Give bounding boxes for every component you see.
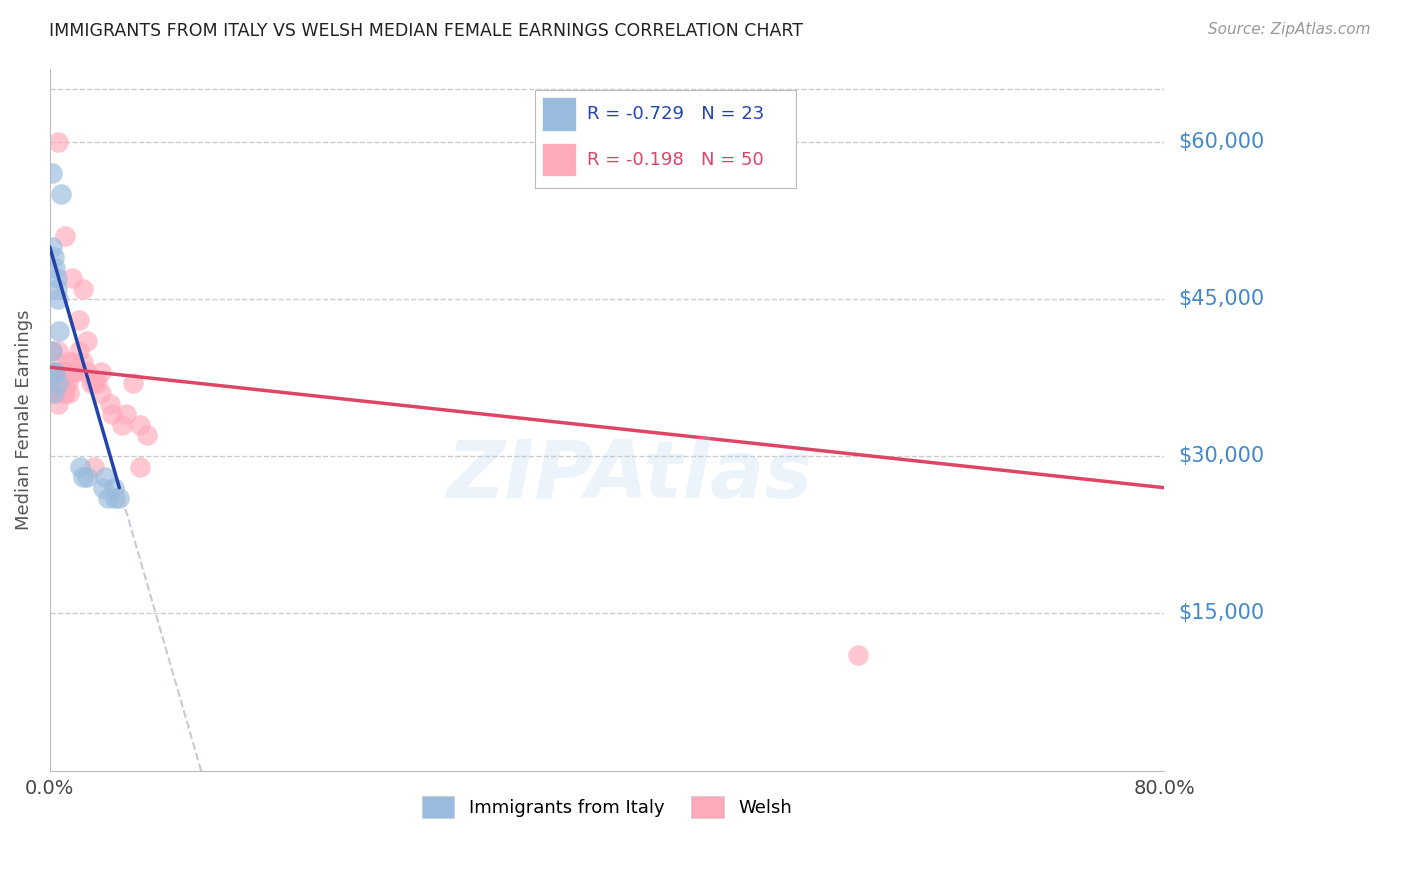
Point (48, 366, 70, 380)
Point (108, 491, 131, 506)
Point (41, 166, 63, 180)
Legend: Immigrants from Italy, Welsh: Immigrants from Italy, Welsh (415, 789, 800, 825)
Point (45, 366, 67, 380)
Point (51, 376, 73, 390)
Point (83, 376, 105, 390)
Point (49, 187, 72, 202)
Point (83, 459, 105, 474)
Text: $45,000: $45,000 (1178, 289, 1264, 310)
Point (90, 366, 112, 380)
Point (72, 282, 94, 296)
Point (129, 459, 152, 474)
Point (60, 355, 83, 369)
Point (51, 366, 73, 380)
Point (58, 386, 80, 401)
Point (41, 344, 63, 359)
Point (46, 376, 69, 390)
Point (846, 648, 869, 663)
Point (97, 491, 120, 506)
Point (90, 386, 112, 401)
Point (67, 313, 90, 327)
Point (72, 355, 94, 369)
Point (53, 386, 76, 401)
Point (60, 366, 83, 380)
Point (41, 240, 63, 254)
Point (46, 344, 69, 359)
Point (42, 250, 65, 264)
Point (46, 292, 69, 306)
Point (53, 229, 76, 244)
Point (136, 428, 159, 442)
Point (80, 376, 103, 390)
Point (46, 397, 69, 411)
Point (62, 366, 84, 380)
Point (44, 376, 66, 390)
Point (52, 386, 75, 401)
Point (72, 470, 94, 484)
Point (48, 376, 70, 390)
Text: $30,000: $30,000 (1178, 446, 1264, 467)
Text: $60,000: $60,000 (1178, 132, 1264, 152)
Point (91, 481, 114, 495)
Point (60, 271, 83, 285)
Point (46, 135, 69, 149)
Point (129, 417, 152, 432)
Point (41, 366, 63, 380)
Text: ZIPAtlas: ZIPAtlas (446, 437, 813, 515)
Point (67, 344, 90, 359)
Point (104, 491, 127, 506)
Point (76, 366, 98, 380)
Text: IMMIGRANTS FROM ITALY VS WELSH MEDIAN FEMALE EARNINGS CORRELATION CHART: IMMIGRANTS FROM ITALY VS WELSH MEDIAN FE… (49, 22, 803, 40)
Point (45, 271, 67, 285)
Point (76, 334, 98, 348)
Point (48, 324, 70, 338)
Point (56, 355, 79, 369)
Point (53, 376, 76, 390)
Point (101, 408, 124, 422)
Text: Source: ZipAtlas.com: Source: ZipAtlas.com (1208, 22, 1371, 37)
Point (44, 386, 66, 401)
Point (76, 470, 98, 484)
Point (86, 376, 108, 390)
Point (115, 408, 138, 422)
Point (44, 260, 66, 275)
Point (42, 376, 65, 390)
Point (111, 417, 134, 432)
Point (49, 366, 72, 380)
Point (122, 376, 145, 390)
Text: $15,000: $15,000 (1178, 604, 1264, 624)
Point (45, 386, 67, 401)
Point (42, 386, 65, 401)
Point (94, 470, 117, 484)
Point (44, 366, 66, 380)
Point (45, 282, 67, 296)
Point (65, 366, 87, 380)
Point (69, 459, 91, 474)
Point (56, 376, 79, 390)
Point (41, 344, 63, 359)
Point (53, 366, 76, 380)
Point (98, 397, 121, 411)
Point (42, 366, 65, 380)
Point (42, 366, 65, 380)
Y-axis label: Median Female Earnings: Median Female Earnings (15, 310, 32, 530)
Point (103, 481, 125, 495)
